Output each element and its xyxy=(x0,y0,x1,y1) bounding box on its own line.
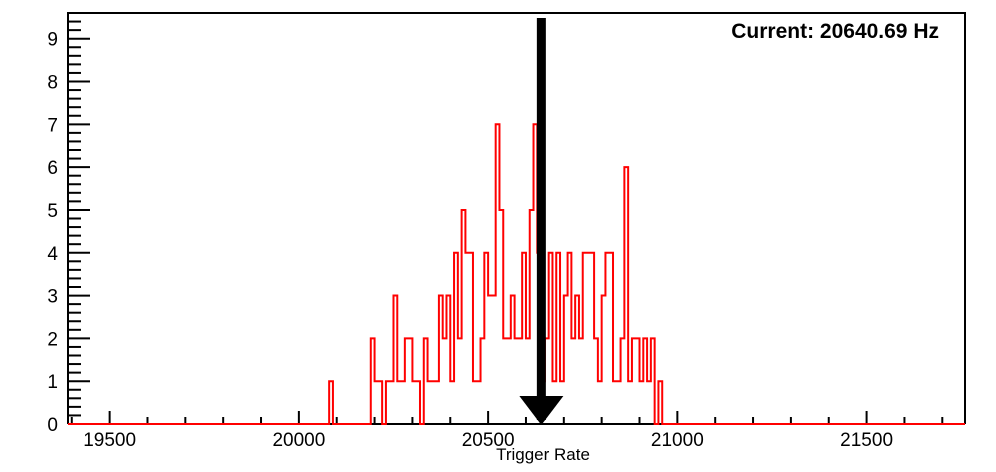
down-arrow-marker xyxy=(519,396,564,425)
x-tick-label: 20000 xyxy=(272,430,325,451)
y-tick-label: 7 xyxy=(47,115,58,136)
current-rate-readout: Current: 20640.69 Hz xyxy=(731,20,939,43)
x-axis-ticks: 19500 20000 20500 21000 21500 xyxy=(70,411,944,451)
current-value-marker xyxy=(519,18,564,425)
y-tick-label: 5 xyxy=(47,201,58,222)
y-tick-label: 8 xyxy=(47,73,58,94)
histogram-series xyxy=(68,123,965,425)
x-tick-label: 21500 xyxy=(840,430,893,451)
x-axis-title: Trigger Rate xyxy=(496,445,590,464)
y-axis-ticks: 0 1 2 3 4 5 6 7 8 9 xyxy=(47,12,90,436)
y-tick-label: 3 xyxy=(47,287,58,308)
y-tick-label: 6 xyxy=(47,158,58,179)
y-tick-label: 9 xyxy=(47,30,58,51)
x-tick-label: 19500 xyxy=(83,430,136,451)
y-tick-label: 4 xyxy=(47,244,58,265)
x-tick-label: 20500 xyxy=(462,430,515,451)
y-tick-label: 2 xyxy=(47,329,58,350)
y-tick-label: 0 xyxy=(47,415,58,436)
histogram-outline xyxy=(68,123,965,425)
y-tick-label: 1 xyxy=(47,372,58,393)
x-tick-label: 21000 xyxy=(651,430,704,451)
